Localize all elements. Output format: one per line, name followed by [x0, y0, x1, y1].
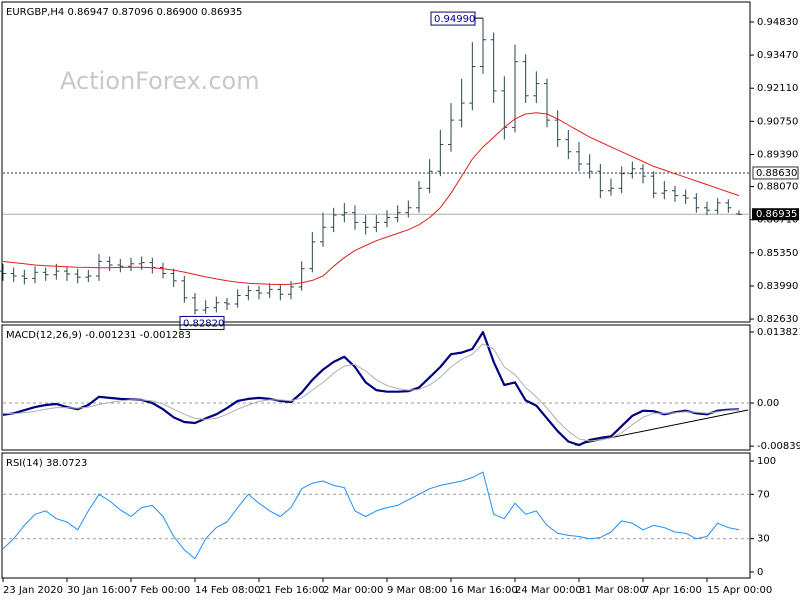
series-line [2, 112, 740, 285]
y-tick-label: 0.94830 [757, 17, 798, 28]
y-tick-label: 0.013821 [757, 327, 800, 338]
high-label-box [430, 11, 476, 26]
y-tick-label: 0.82630 [757, 314, 798, 325]
series-line [2, 343, 740, 442]
panel-border [1, 452, 751, 579]
x-tick-label: 9 Mar 08:00 [387, 585, 447, 596]
level-label: 0.88630 [756, 168, 797, 179]
y-tick-label: 0.93470 [757, 50, 798, 61]
level-label-box [752, 166, 799, 180]
last-price-label: 0.86935 [756, 209, 797, 220]
x-tick-label: 2 Mar 00:00 [323, 585, 383, 596]
y-tick-label: 0.00 [757, 398, 779, 409]
panel-border [1, 1, 751, 323]
low-label: 0.82820 [183, 318, 224, 329]
y-tick-label: 100 [757, 456, 776, 467]
x-tick-label: 15 Apr 00:00 [707, 585, 772, 596]
y-tick-label: 0.89390 [757, 149, 798, 160]
watermark: ActionForex.com [60, 67, 260, 95]
panel-title: EURGBP,H4 0.86947 0.87096 0.86900 0.8693… [6, 7, 242, 18]
x-tick-label: 30 Jan 16:00 [67, 585, 130, 596]
x-tick-label: 7 Apr 16:00 [643, 585, 702, 596]
x-tick-label: 23 Jan 2020 [3, 585, 63, 596]
y-tick-label: 0.85350 [757, 248, 798, 259]
x-tick-label: 7 Feb 00:00 [131, 585, 190, 596]
x-tick-label: 21 Feb 16:00 [259, 585, 325, 596]
high-label: 0.94990 [434, 14, 475, 25]
panel-title: MACD(12,26,9) -0.001231 -0.001283 [6, 330, 191, 341]
panel-border [1, 324, 751, 451]
x-tick-label: 31 Mar 08:00 [579, 585, 646, 596]
last-price-box [752, 208, 799, 221]
y-tick-label: 0.83990 [757, 281, 798, 292]
y-tick-label: 0.90750 [757, 116, 798, 127]
y-tick-label: -0.008397 [757, 441, 800, 452]
series-line [2, 471, 740, 560]
y-tick-label: 30 [757, 534, 770, 545]
y-tick-label: 70 [757, 489, 770, 500]
panel-title: RSI(14) 38.0723 [6, 458, 87, 469]
y-tick-label: 0 [757, 567, 763, 578]
y-tick-label: 0.88070 [757, 182, 798, 193]
series-line [2, 331, 740, 447]
x-tick-label: 14 Feb 08:00 [195, 585, 261, 596]
x-tick-label: 24 Mar 00:00 [515, 585, 582, 596]
x-tick-label: 16 Mar 16:00 [451, 585, 518, 596]
low-label-box [179, 315, 225, 330]
y-tick-label: 0.92110 [757, 83, 798, 94]
